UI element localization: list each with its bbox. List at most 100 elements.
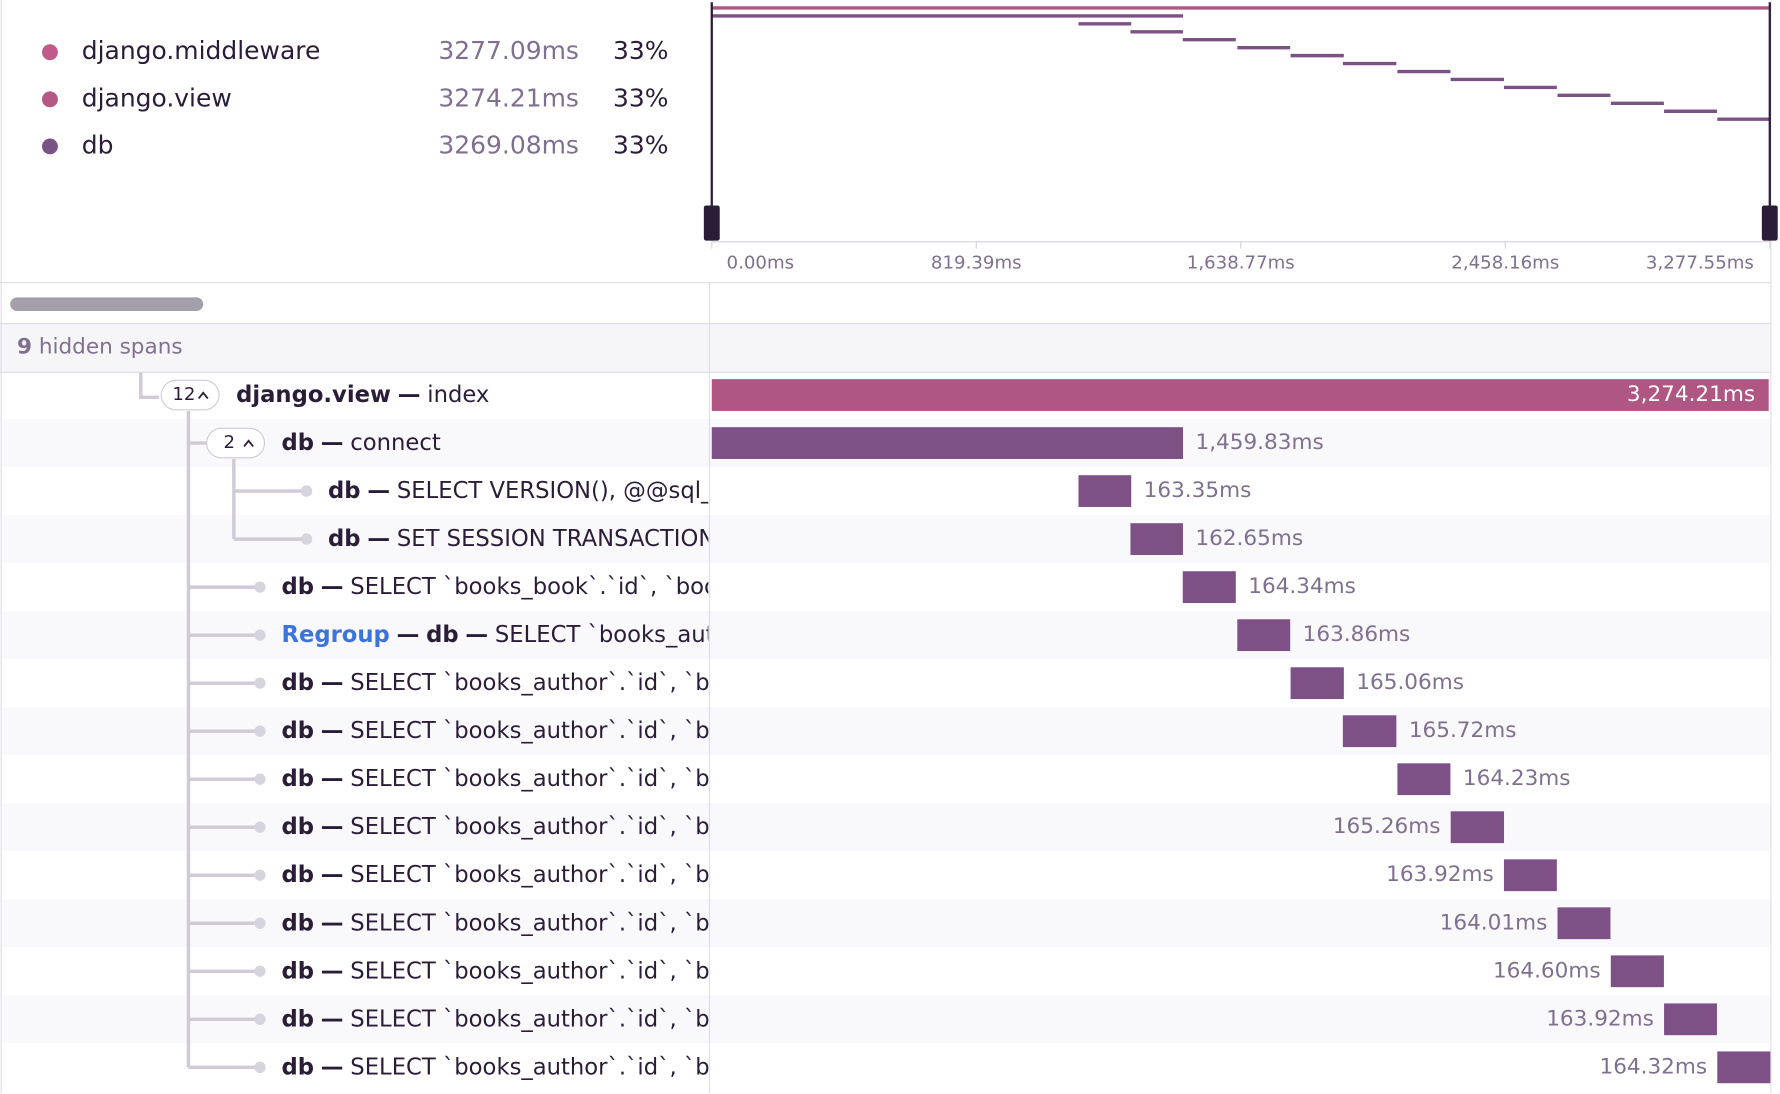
tick-label: 819.39ms: [931, 252, 1022, 273]
children-count: 2: [224, 432, 236, 453]
span-description: index: [427, 382, 489, 408]
legend-name: django.view: [82, 83, 232, 112]
children-toggle[interactable]: [206, 427, 266, 459]
legend: django.middleware 3277.09ms 33% django.view…: [42, 36, 669, 159]
span-bar: [1503, 859, 1557, 892]
separator: —: [321, 430, 344, 456]
separator: —: [321, 1054, 344, 1080]
row-stripe: [2, 995, 1771, 1044]
separator: —: [321, 814, 344, 840]
separator: —: [398, 382, 421, 408]
tree-node: [254, 965, 266, 977]
row-stripe: [2, 611, 1771, 660]
span-title: db — SELECT `books_author`.`id`, `books_au…: [282, 958, 860, 984]
span-title: db — connect: [282, 430, 441, 456]
duration-label: 1,459.83ms: [1196, 430, 1324, 455]
separator: —: [321, 862, 344, 888]
duration-label: 164.32ms: [1599, 1054, 1707, 1079]
span-title: db — SELECT VERSION(), @@sql_mode: [328, 478, 777, 504]
span-bar: [1450, 811, 1505, 844]
separator: —: [397, 622, 420, 648]
legend-duration: 3277.09ms: [438, 36, 579, 65]
children-toggle[interactable]: [160, 379, 220, 411]
duration-label: 165.72ms: [1409, 718, 1517, 743]
duration-label: 164.34ms: [1248, 574, 1356, 599]
tree-node: [254, 917, 266, 929]
span-title: Regroup — db — SELECT `books_author`.`id`: [282, 622, 815, 648]
tree-connector: [139, 372, 159, 400]
span-bar: [711, 379, 1769, 411]
separator: —: [321, 718, 344, 744]
separator: —: [367, 526, 390, 552]
legend-dot: [42, 91, 58, 108]
tree-node: [254, 581, 266, 593]
duration-label: 163.86ms: [1303, 622, 1411, 647]
hidden-spans[interactable]: 9 hidden spans: [17, 334, 183, 359]
span-description: SELECT `books_author`.`id`, `books_autho…: [350, 910, 859, 936]
span-description: SELECT `books_author`.`id`, `books_autho…: [350, 958, 859, 984]
span-title: db — SELECT `books_author`.`id`, `books_au…: [282, 814, 860, 840]
tree-node: [300, 533, 313, 545]
span-bar: [1078, 475, 1132, 507]
duration-label: 165.06ms: [1356, 670, 1464, 695]
duration-label: 162.65ms: [1195, 526, 1303, 551]
span-description: SELECT `books_author`.`id`, `books_autho…: [350, 766, 859, 792]
row-stripe: [2, 899, 1771, 948]
legend-duration: 3269.08ms: [438, 130, 579, 159]
span-description: connect: [350, 430, 441, 456]
tree-node: [254, 1061, 266, 1073]
legend-dot: [42, 138, 58, 155]
span-title: db — SET SESSION TRANSACTION ISOLATION: [328, 526, 844, 552]
span-description: SELECT `books_author`.`id`, `books_autho…: [350, 718, 859, 744]
duration-label: 165.26ms: [1333, 814, 1441, 839]
span-title: django.view — index: [236, 382, 489, 408]
separator: —: [321, 766, 344, 792]
tree-node: [254, 725, 266, 737]
regroup-link[interactable]: Regroup: [282, 622, 390, 648]
minimap-handle[interactable]: [703, 205, 720, 241]
duration-label: 163.35ms: [1144, 478, 1252, 503]
row-stripe: [2, 707, 1771, 756]
span-description: SELECT `books_author`.`id`: [495, 622, 814, 648]
hidden-label: hidden spans: [39, 334, 183, 359]
tick-label: 3,277.55ms: [1646, 252, 1754, 273]
duration-label: 164.23ms: [1463, 766, 1571, 791]
tree-node: [254, 821, 266, 833]
span-op: db: [426, 622, 458, 648]
duration-label: 163.92ms: [1546, 1006, 1654, 1031]
duration-label: 163.92ms: [1386, 862, 1494, 887]
span-title: db — SELECT `books_author`.`id`, `books_au…: [282, 910, 860, 936]
tree-node: [254, 1013, 266, 1025]
span-bar: [1610, 955, 1664, 988]
legend-percent: 33%: [613, 83, 668, 112]
span-op: db: [282, 814, 314, 840]
span-op: db: [282, 718, 314, 744]
scrollbar-thumb[interactable]: [10, 297, 204, 312]
hidden-bar-bg: [0, 323, 1771, 373]
legend-duration: 3274.21ms: [438, 83, 579, 112]
separator: —: [321, 1006, 344, 1032]
span-title: db — SELECT `books_book`.`id`, `books_book…: [282, 574, 821, 600]
span-op: db: [282, 1006, 314, 1032]
span-bar: [1237, 619, 1291, 652]
span-description: SELECT `books_author`.`id`, `books_autho…: [350, 1054, 859, 1080]
legend-percent: 33%: [613, 130, 668, 159]
duration-label: 164.01ms: [1440, 910, 1548, 935]
span-title: db — SELECT `books_author`.`id`, `books_au…: [282, 1054, 860, 1080]
hidden-count: 9: [17, 334, 32, 359]
span-op: db: [282, 958, 314, 984]
span-op: db: [282, 862, 314, 888]
span-bar: [1664, 1003, 1717, 1036]
tree-node: [254, 869, 266, 881]
tree-node: [254, 773, 266, 785]
span-bar: [1182, 571, 1236, 604]
span-op: db: [282, 670, 314, 696]
tick-label: 2,458.16ms: [1451, 252, 1559, 273]
span-description: SELECT `books_book`.`id`, `books_book`: [350, 574, 821, 600]
span-op: db: [282, 910, 314, 936]
span-op: db: [282, 574, 314, 600]
span-op: db: [282, 430, 314, 456]
separator: —: [321, 910, 344, 936]
minimap-handle[interactable]: [1761, 205, 1778, 241]
